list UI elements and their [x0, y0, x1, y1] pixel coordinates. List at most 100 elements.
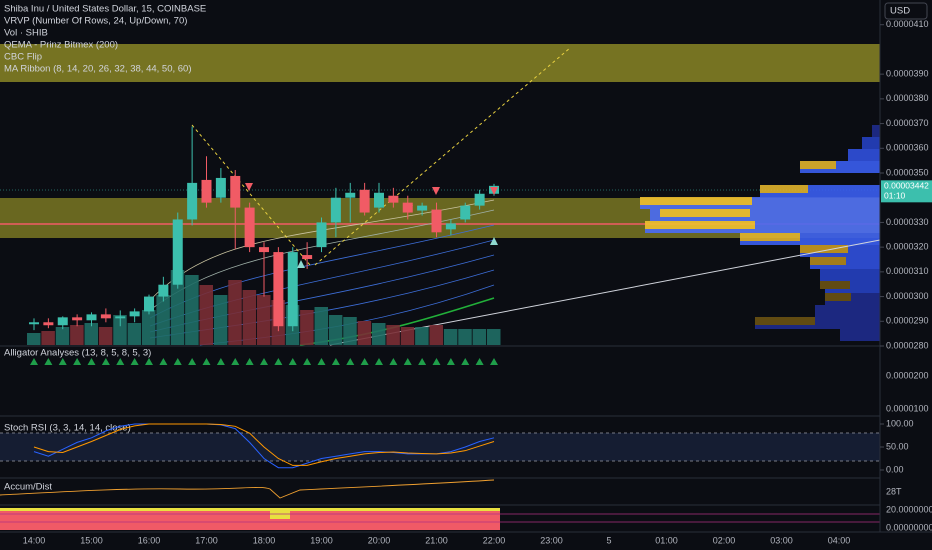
candle-body — [244, 207, 255, 248]
indicator-label: MA Ribbon (8, 14, 20, 26, 32, 38, 44, 50… — [4, 64, 192, 75]
volume-bar — [98, 327, 113, 345]
volume-bar — [170, 270, 185, 345]
candle-body — [201, 179, 212, 203]
x-tick-label: 16:00 — [138, 535, 161, 545]
pane-title: Accum/Dist — [4, 482, 52, 493]
currency-label[interactable]: USD — [890, 6, 910, 17]
volume-bar — [127, 323, 142, 345]
stoch-band — [0, 433, 880, 461]
accum-line — [0, 479, 495, 499]
volume-bar — [487, 329, 501, 345]
x-tick-label: 03:00 — [770, 535, 793, 545]
y-tick-label: 0.0000390 — [886, 69, 929, 79]
candle-body — [172, 219, 183, 285]
volume-bar — [300, 310, 314, 345]
y-tick-label: 0.0000300 — [886, 291, 929, 301]
trend-line — [191, 124, 311, 266]
volume-bar — [84, 323, 98, 345]
candle-body — [187, 182, 198, 220]
pane-title: Alligator Analyses (13, 8, 5, 8, 5, 3) — [4, 348, 151, 359]
heat-bars — [0, 508, 500, 530]
x-tick-label: 14:00 — [23, 535, 46, 545]
candle-body — [100, 314, 111, 319]
candle-body — [72, 317, 83, 321]
volume-bar — [415, 327, 429, 345]
volume-bar — [199, 285, 213, 345]
volume-bar — [343, 317, 357, 345]
y-tick-label: 100.00 — [886, 418, 914, 428]
candle-body — [115, 316, 126, 319]
signal — [245, 183, 498, 213]
stoch-line — [33, 423, 495, 469]
candle-body — [287, 252, 298, 327]
y-tick-label: 0.0000280 — [886, 340, 929, 350]
indicator-label: QEMA - Prinz Bitmex (200) — [4, 40, 118, 51]
volume-bar — [443, 329, 458, 345]
candle-body — [43, 322, 54, 326]
x-tick-label: 01:00 — [655, 535, 678, 545]
candle-body — [316, 222, 327, 248]
candle-body — [215, 177, 226, 198]
y-tick-label: 50.00 — [886, 441, 909, 451]
zone — [0, 44, 880, 82]
volume-bar — [357, 321, 372, 345]
price-tag-label: 0.00003442 — [884, 181, 929, 191]
header: Shiba Inu / United States Dollar, 15, CO… — [4, 4, 206, 75]
candle-body — [460, 205, 471, 220]
volume-bar — [472, 329, 487, 345]
volume-bar — [27, 333, 41, 345]
candle-body — [273, 252, 284, 327]
volume-bar — [429, 325, 443, 345]
candle-body — [474, 193, 485, 206]
candle-body — [57, 317, 68, 326]
currency-button[interactable] — [884, 2, 928, 20]
x-tick-label: 5 — [606, 535, 611, 545]
x-tick-label: 19:00 — [310, 535, 333, 545]
volume-profile — [640, 125, 880, 341]
candle-body — [144, 296, 154, 312]
alligator-marks — [30, 358, 498, 365]
volume-bar — [328, 315, 343, 345]
price-tag — [881, 180, 932, 203]
y-tick-label: 0.0000370 — [886, 118, 929, 128]
indicator-label: Vol · SHIB — [4, 28, 48, 39]
price-pane — [27, 126, 501, 345]
axis-label: 0.0000200 — [886, 370, 929, 380]
candle-body — [129, 311, 140, 317]
x-tick-label: 17:00 — [195, 535, 218, 545]
volume-bar — [228, 280, 242, 345]
volume-bar — [70, 325, 84, 345]
volume-bar — [458, 329, 472, 345]
trend-line — [314, 47, 571, 266]
volume-bar — [41, 331, 55, 345]
stoch-line — [33, 423, 495, 466]
candle-body — [388, 195, 399, 203]
volume-bar — [400, 327, 415, 345]
y-tick-label: 0.0000380 — [886, 93, 929, 103]
volume-bar — [142, 310, 156, 345]
candle-body — [302, 255, 313, 260]
x-tick-label: 02:00 — [713, 535, 736, 545]
candle-body — [374, 192, 384, 208]
candle-body — [259, 247, 269, 253]
x-tick-label: 04:00 — [828, 535, 851, 545]
candle-body — [158, 284, 169, 297]
heat-bars — [270, 511, 290, 519]
y-tick-label: 0.0000350 — [886, 167, 929, 177]
volume-bar — [156, 295, 170, 345]
candle-body — [445, 223, 456, 230]
candle-body — [345, 192, 356, 198]
candle-body — [330, 197, 341, 223]
x-tick-label: 15:00 — [80, 535, 103, 545]
candle-body — [29, 322, 39, 325]
x-tick-label: 23:00 — [540, 535, 563, 545]
volume-bar — [372, 323, 386, 345]
volume-bar — [213, 295, 228, 345]
volume-bar — [314, 307, 328, 345]
x-tick-label: 22:00 — [483, 535, 506, 545]
volume-bar — [55, 327, 70, 345]
x-tick-label: 21:00 — [425, 535, 448, 545]
axis-label: 28T — [886, 486, 902, 496]
